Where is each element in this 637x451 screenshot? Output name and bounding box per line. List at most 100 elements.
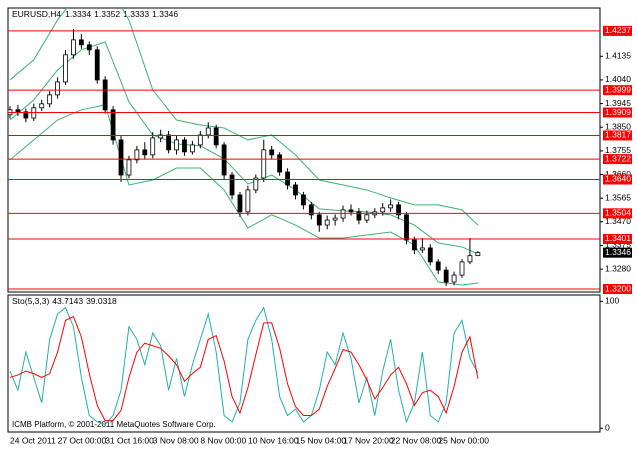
- candle-body: [269, 149, 275, 156]
- candle-body: [126, 159, 132, 176]
- x-tick-label: 31 Oct 16:00: [105, 435, 154, 445]
- y-tick-label: 1.3755: [605, 145, 631, 155]
- x-tick-label: 8 Nov 00:00: [200, 435, 246, 445]
- y-tick-label: 1.4135: [605, 51, 631, 61]
- y-tick-label: 100: [605, 296, 619, 306]
- y-tick-label: 1.3375: [605, 240, 631, 250]
- level-label: 1.3401: [605, 233, 631, 243]
- y-tick-label: 1.3850: [605, 121, 631, 131]
- candle-body: [427, 247, 433, 263]
- stochastic-line: [9, 306, 479, 425]
- level-label: 1.3504: [605, 208, 631, 218]
- level-box: [603, 85, 632, 96]
- candle-body: [340, 209, 346, 219]
- candle-body: [15, 109, 21, 113]
- candle-body: [412, 239, 417, 251]
- candle-body: [86, 44, 92, 51]
- candle-body: [419, 247, 425, 251]
- candle-body: [39, 103, 45, 109]
- indicator-name: Sto(5,3,3): [12, 296, 49, 306]
- stoch-frame: [7, 294, 601, 433]
- candle-body: [308, 204, 314, 216]
- price-label: 1.3346: [605, 247, 631, 257]
- y-tick-label: 1.3280: [605, 263, 631, 273]
- price-box: [603, 247, 632, 258]
- candle-body: [205, 127, 211, 136]
- header-low: 1.3333: [123, 9, 149, 19]
- candle-body: [142, 149, 148, 156]
- candle-body: [475, 252, 481, 257]
- main-frame: [7, 7, 601, 293]
- level-box: [603, 107, 632, 118]
- candle-body: [63, 54, 68, 83]
- x-tick-label: 24 Oct 2011: [10, 435, 56, 445]
- x-tick-label: 17 Nov 20:00: [343, 435, 394, 445]
- candle-body: [221, 144, 227, 176]
- level-box: [603, 130, 632, 141]
- candle-body: [435, 261, 441, 271]
- candle-body: [55, 81, 60, 96]
- candle-body: [324, 219, 330, 226]
- level-label: 1.3640: [605, 174, 631, 184]
- candle-body: [213, 127, 219, 146]
- level-box: [603, 174, 632, 185]
- x-tick-label: 22 Nov 08:00: [391, 435, 442, 445]
- candle-body: [301, 194, 306, 206]
- candle-body: [245, 189, 251, 213]
- candle-body: [174, 139, 179, 151]
- level-box: [603, 208, 632, 219]
- candle-body: [102, 79, 108, 111]
- candle-body: [380, 207, 386, 213]
- candle-body: [182, 139, 187, 153]
- candle-body: [23, 111, 29, 119]
- y-tick-label: 1.3470: [605, 216, 631, 226]
- x-tick-label: 27 Oct 00:00: [58, 435, 107, 445]
- level-label: 1.3200: [605, 283, 631, 293]
- candle-body: [118, 139, 124, 176]
- level-label: 1.3722: [605, 153, 631, 163]
- bollinger-lower: [9, 104, 478, 286]
- candle-body: [293, 184, 298, 196]
- y-tick-label: 1.3660: [605, 169, 631, 179]
- candle-body: [467, 255, 473, 263]
- candle-body: [404, 214, 409, 241]
- candle-body: [253, 177, 259, 191]
- level-label: 1.4237: [605, 25, 631, 35]
- d-value: 39.0318: [86, 296, 117, 306]
- candle-body: [261, 149, 267, 179]
- candle-body: [94, 49, 100, 81]
- header-close: 1.3346: [152, 9, 178, 19]
- candle-body: [459, 261, 465, 276]
- footer: ICMB Platform, © 2001-2011 MetaQuotes So…: [12, 420, 216, 429]
- candle-body: [71, 39, 76, 56]
- x-tick-label: 3 Nov 08:00: [153, 435, 199, 445]
- candle-body: [197, 134, 203, 146]
- x-tick-label: 25 Nov 00:00: [438, 435, 489, 445]
- y-tick-label: 0: [605, 422, 610, 432]
- x-tick-label: 15 Nov 04:00: [296, 435, 347, 445]
- candle-body: [237, 194, 243, 213]
- stochastic-line: [9, 315, 479, 422]
- candle-body: [348, 209, 354, 213]
- level-box: [603, 154, 632, 165]
- y-tick-label: 1.4040: [605, 74, 631, 84]
- bollinger-upper: [9, 8, 479, 226]
- k-value: 43.7143: [52, 296, 83, 306]
- candle-body: [189, 144, 195, 153]
- main-plot: [8, 8, 481, 287]
- level-box: [603, 25, 632, 36]
- candle-body: [134, 149, 140, 161]
- candle-body: [396, 204, 401, 216]
- candle-body: [166, 134, 172, 151]
- x-tick-label: 10 Nov 16:00: [248, 435, 299, 445]
- header-open: 1.3334: [65, 9, 91, 19]
- candle-body: [388, 204, 394, 209]
- candle-body: [150, 137, 156, 156]
- level-label: 1.3999: [605, 84, 631, 94]
- candle-body: [332, 217, 338, 221]
- candle-body: [229, 174, 235, 196]
- candle-body: [364, 214, 370, 221]
- header-high: 1.3352: [94, 9, 120, 19]
- candle-body: [78, 39, 84, 46]
